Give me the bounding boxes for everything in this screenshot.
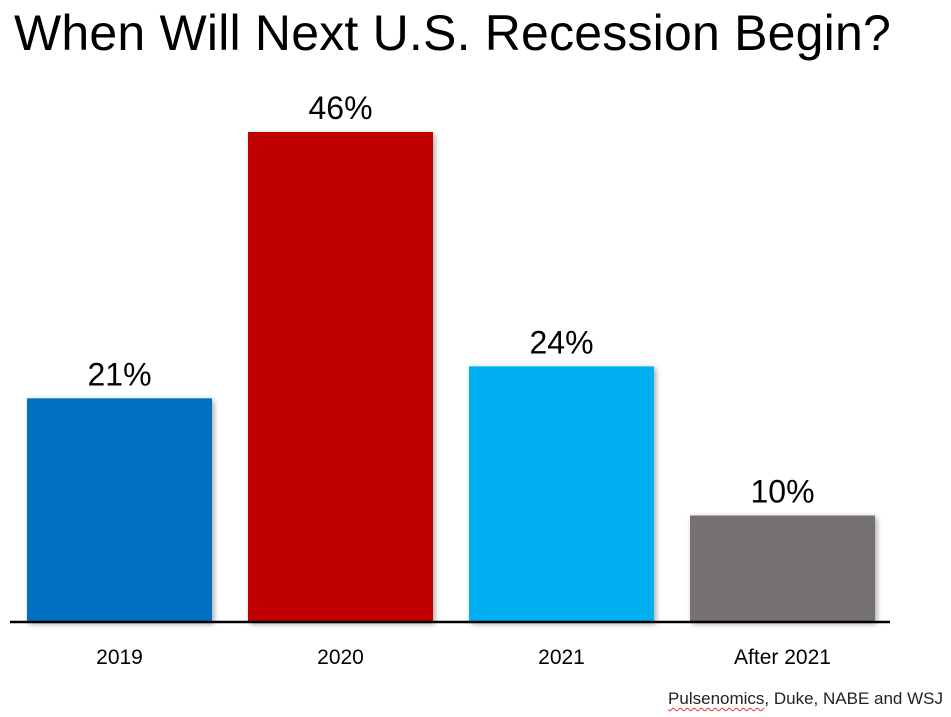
source-rest: , Duke, NABE and WSJ <box>764 689 943 708</box>
bar-after-2021 <box>690 515 875 622</box>
source-first-name: Pulsenomics <box>668 689 765 708</box>
category-label: 2021 <box>538 646 585 669</box>
value-label: 21% <box>87 356 151 392</box>
bars-group <box>27 132 875 622</box>
category-label: 2019 <box>96 646 143 669</box>
category-label: After 2021 <box>734 646 831 669</box>
value-labels-group: 21% 46% 24% 10% <box>87 90 814 509</box>
value-label: 46% <box>308 90 372 126</box>
source-note: Pulsenomics, Duke, NABE and WSJ <box>668 689 943 709</box>
bar-2021 <box>469 366 654 622</box>
chart-title: When Will Next U.S. Recession Begin? <box>14 5 891 61</box>
bar-2019 <box>27 398 212 622</box>
bar-2020 <box>248 132 433 622</box>
category-label: 2020 <box>317 646 364 669</box>
category-labels-group: 2019 2020 2021 After 2021 <box>96 646 831 669</box>
value-label: 10% <box>750 473 814 509</box>
value-label: 24% <box>529 324 593 360</box>
